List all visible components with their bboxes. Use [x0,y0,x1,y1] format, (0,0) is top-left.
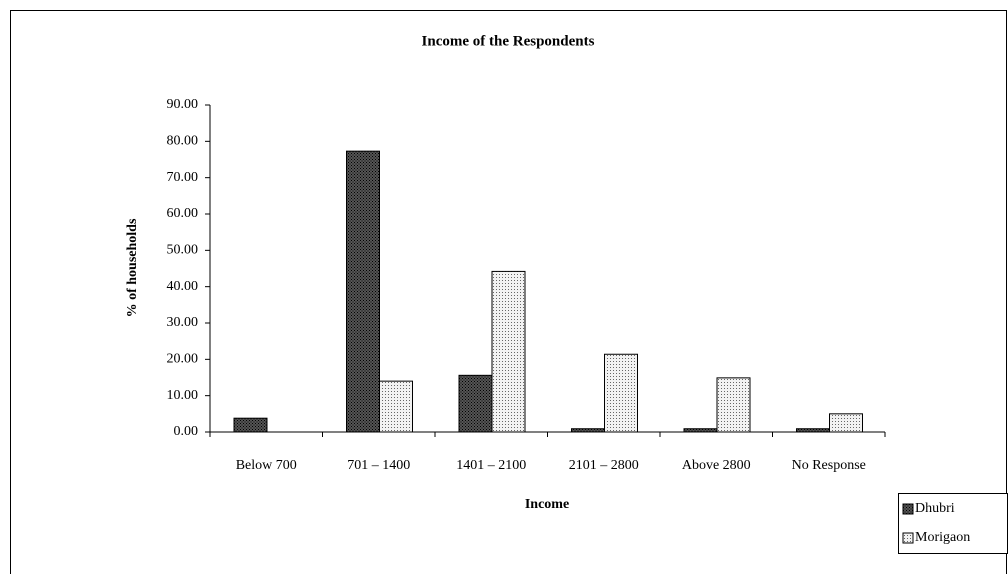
x-axis-label: Income [525,497,569,512]
y-tick-label: 90.00 [167,97,199,112]
bar [716,377,751,433]
y-tick-label: 70.00 [167,170,199,185]
x-tick-label: 701 – 1400 [347,458,410,473]
bar [379,380,413,433]
chart-title: Income of the Respondents [422,33,595,49]
bar [491,270,526,433]
bar [683,428,718,433]
x-tick-label: 2101 – 2800 [569,458,639,473]
legend-label: Morigaon [915,530,970,545]
bar [796,428,830,433]
bar [571,428,605,433]
y-tick-label: 30.00 [167,315,199,330]
x-tick-label: Above 2800 [682,458,751,473]
y-tick-label: 0.00 [174,424,199,439]
x-tick-label: No Response [792,458,866,473]
y-tick-label: 20.00 [167,352,199,367]
bar [604,353,638,433]
y-tick-label: 60.00 [167,206,199,221]
legend-swatch [902,503,914,515]
y-tick-label: 40.00 [167,279,199,294]
chart-frame [10,10,1007,574]
bar [458,374,493,433]
x-tick-label: 1401 – 2100 [456,458,526,473]
bar [346,150,380,433]
y-tick-label: 50.00 [167,243,199,258]
legend-swatch [902,532,914,544]
x-tick-label: Below 700 [236,458,297,473]
y-axis-label: % of households [125,218,140,317]
bar [829,413,863,433]
y-tick-label: 10.00 [167,388,199,403]
legend-box [898,493,1008,554]
bar [233,417,268,433]
y-tick-label: 80.00 [167,134,199,149]
legend-label: Dhubri [915,501,955,516]
